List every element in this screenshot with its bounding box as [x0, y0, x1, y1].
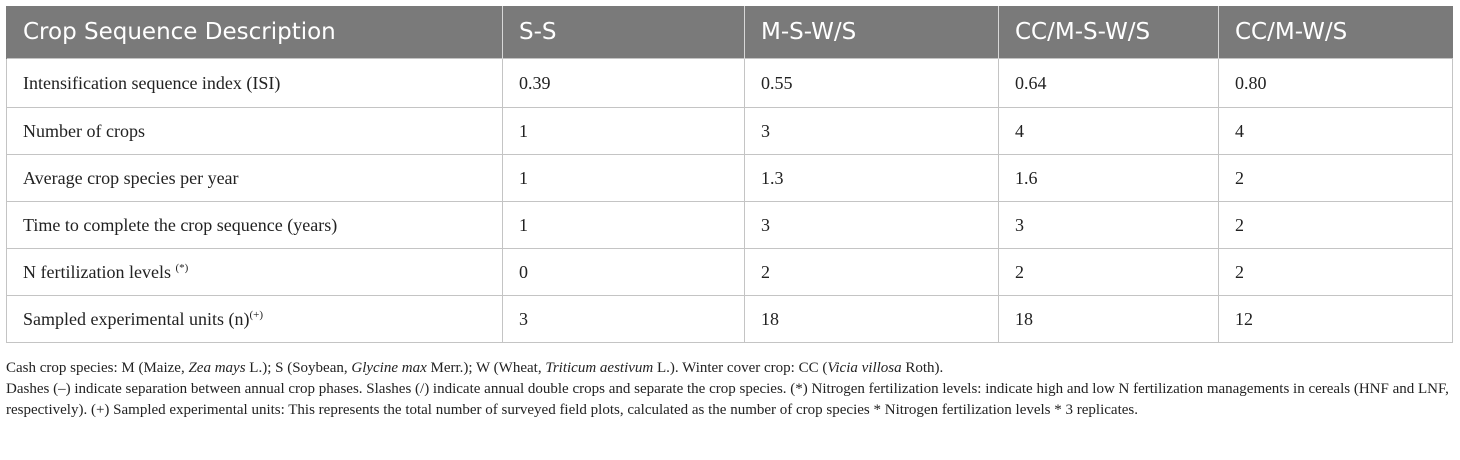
header-cc-m-w-s: CC/M-W/S [1218, 6, 1453, 59]
table-cell: 18 [998, 295, 1219, 343]
table-cell: 3 [502, 295, 745, 343]
table-cell: 0.64 [998, 58, 1219, 108]
table-cell: 2 [998, 248, 1219, 296]
crop-sequence-table: Crop Sequence Description S-S M-S-W/S CC… [6, 6, 1453, 343]
table-cell: 2 [1218, 201, 1453, 249]
table-row: Average crop species per year 1 1.3 1.6 … [6, 154, 1453, 202]
row-label: Average crop species per year [6, 154, 503, 202]
header-m-s-w-s: M-S-W/S [744, 6, 999, 59]
table-cell: 2 [1218, 154, 1453, 202]
row-label: Time to complete the crop sequence (year… [6, 201, 503, 249]
table-cell: 1.6 [998, 154, 1219, 202]
footnote-marker: (+) [249, 308, 263, 321]
table-cell: 2 [744, 248, 999, 296]
table-cell: 0.39 [502, 58, 745, 108]
table-footnotes: Cash crop species: M (Maize, Zea mays L.… [6, 358, 1452, 421]
table-header-row: Crop Sequence Description S-S M-S-W/S CC… [6, 6, 1453, 59]
table-cell: 0 [502, 248, 745, 296]
table-row: Sampled experimental units (n)(+) 3 18 1… [6, 295, 1453, 343]
table-cell: 0.80 [1218, 58, 1453, 108]
row-label: Number of crops [6, 107, 503, 155]
table-row: N fertilization levels (*) 0 2 2 2 [6, 248, 1453, 296]
table-cell: 3 [744, 201, 999, 249]
footnote-marker: (*) [175, 261, 189, 274]
table-row: Number of crops 1 3 4 4 [6, 107, 1453, 155]
table-cell: 3 [744, 107, 999, 155]
table-cell: 1 [502, 107, 745, 155]
header-cc-m-s-w-s: CC/M-S-W/S [998, 6, 1219, 59]
crop-sequence-table-container: Crop Sequence Description S-S M-S-W/S CC… [6, 6, 1453, 343]
row-label: N fertilization levels (*) [6, 248, 503, 296]
table-cell: 4 [998, 107, 1219, 155]
header-crop-sequence-description: Crop Sequence Description [6, 6, 503, 59]
footnote-notation: Dashes (–) indicate separation between a… [6, 381, 1449, 418]
table-cell: 0.55 [744, 58, 999, 108]
table-cell: 18 [744, 295, 999, 343]
table-cell: 3 [998, 201, 1219, 249]
row-label: Sampled experimental units (n)(+) [6, 295, 503, 343]
table-row: Time to complete the crop sequence (year… [6, 201, 1453, 249]
row-label: Intensification sequence index (ISI) [6, 58, 503, 108]
table-cell: 4 [1218, 107, 1453, 155]
table-row: Intensification sequence index (ISI) 0.3… [6, 58, 1453, 108]
table-cell: 1 [502, 154, 745, 202]
table-cell: 1 [502, 201, 745, 249]
footnote-species: Cash crop species: M (Maize, Zea mays L.… [6, 360, 944, 376]
table-cell: 12 [1218, 295, 1453, 343]
header-s-s: S-S [502, 6, 745, 59]
table-cell: 2 [1218, 248, 1453, 296]
table-cell: 1.3 [744, 154, 999, 202]
